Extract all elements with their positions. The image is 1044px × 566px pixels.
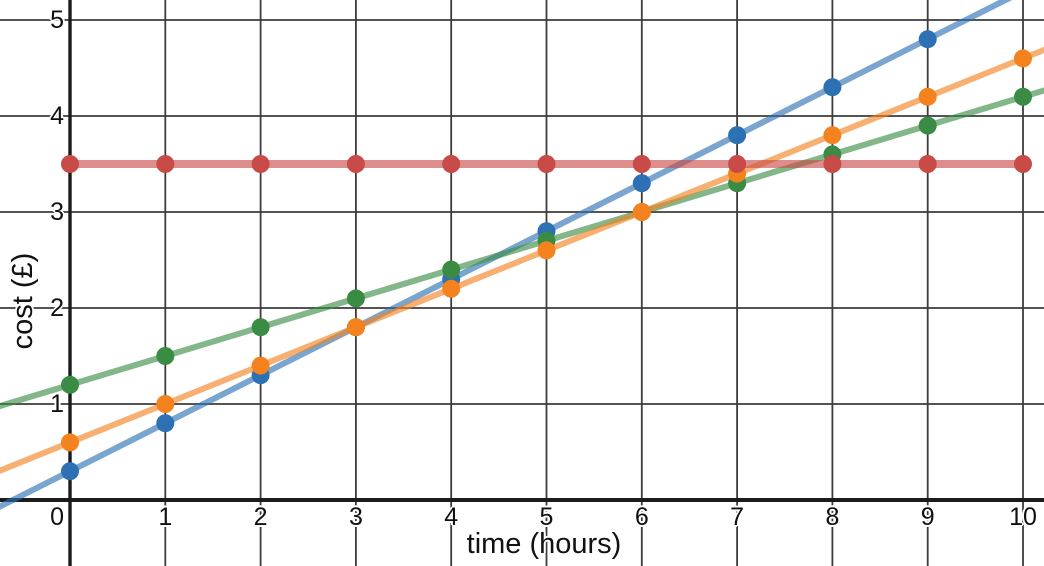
y-tick-label-3: 3 xyxy=(50,198,64,226)
x-tick-label-3: 3 xyxy=(348,503,363,531)
series-line-orange xyxy=(0,46,1044,474)
data-point-red-8 xyxy=(823,155,842,173)
data-point-blue-1 xyxy=(156,414,175,433)
data-point-orange-2 xyxy=(251,356,270,375)
data-point-orange-5 xyxy=(537,241,556,260)
data-point-red-4 xyxy=(442,155,461,173)
x-tick-label-8: 8 xyxy=(825,503,840,531)
data-point-green-0 xyxy=(61,375,79,394)
data-point-green-9 xyxy=(918,116,937,135)
data-point-green-2 xyxy=(251,318,270,337)
data-point-orange-3 xyxy=(346,318,365,337)
data-point-orange-10 xyxy=(1014,49,1032,68)
data-point-red-1 xyxy=(156,155,175,173)
data-point-blue-0 xyxy=(61,462,79,481)
x-tick-label-4: 4 xyxy=(444,503,459,531)
data-point-blue-8 xyxy=(823,78,842,97)
data-point-orange-0 xyxy=(61,433,79,452)
data-point-red-6 xyxy=(632,155,651,173)
x-tick-label-0: 0 xyxy=(50,503,64,531)
x-tick-label-2: 2 xyxy=(253,503,268,531)
y-tick-label-4: 4 xyxy=(50,102,64,130)
series-line-green xyxy=(0,87,1044,410)
data-point-blue-9 xyxy=(918,30,937,49)
data-point-green-4 xyxy=(442,260,461,279)
data-point-blue-6 xyxy=(632,174,651,193)
data-point-orange-1 xyxy=(156,395,175,413)
x-axis-title: time (hours) xyxy=(466,528,622,560)
data-point-blue-7 xyxy=(728,126,747,145)
x-tick-label-10: 10 xyxy=(1009,503,1037,531)
data-point-red-10 xyxy=(1014,155,1032,173)
data-point-orange-4 xyxy=(442,279,461,298)
y-tick-label-2: 2 xyxy=(50,294,64,322)
data-point-green-3 xyxy=(346,289,365,308)
x-tick-label-1: 1 xyxy=(158,503,173,531)
x-tick-label-9: 9 xyxy=(920,503,935,531)
data-point-green-1 xyxy=(156,347,175,365)
y-tick-label-1: 1 xyxy=(50,390,64,418)
series-line-blue xyxy=(0,0,1013,510)
data-point-orange-9 xyxy=(918,87,937,106)
y-tick-label-5: 5 xyxy=(50,6,64,34)
x-tick-label-5: 5 xyxy=(539,503,554,531)
data-point-red-5 xyxy=(537,155,556,173)
data-point-red-0 xyxy=(61,155,79,173)
data-point-red-7 xyxy=(728,155,747,173)
x-tick-label-7: 7 xyxy=(730,503,745,531)
data-point-orange-8 xyxy=(823,126,842,145)
data-point-green-10 xyxy=(1014,87,1032,106)
data-point-red-2 xyxy=(251,155,270,173)
data-point-red-3 xyxy=(346,155,365,173)
data-point-red-9 xyxy=(918,155,937,173)
data-point-orange-6 xyxy=(632,203,651,221)
x-tick-label-6: 6 xyxy=(634,503,649,531)
